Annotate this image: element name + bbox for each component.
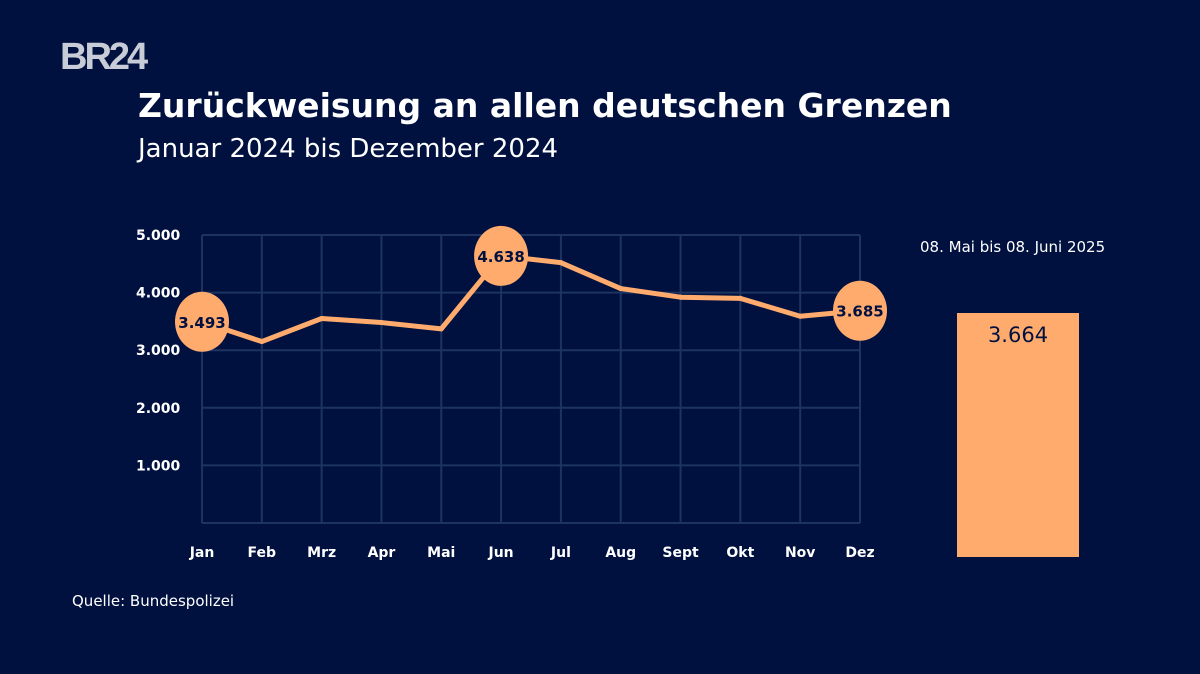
data-label-bubble (833, 280, 887, 341)
data-label: 3.685 (836, 303, 883, 321)
data-label-bubble (474, 225, 529, 286)
x-tick-label: Apr (368, 545, 396, 561)
chart-subtitle: Januar 2024 bis Dezember 2024 (138, 134, 559, 164)
y-tick-label: 3.000 (136, 343, 181, 359)
data-point (558, 260, 564, 266)
br24-logo: BR24 (60, 36, 148, 78)
data-point (319, 316, 325, 322)
comparison-bar-label: 08. Mai bis 08. Juni 2025 (920, 238, 1106, 256)
y-tick-label: 1.000 (136, 458, 181, 474)
source-note: Quelle: Bundespolizei (72, 592, 235, 610)
chart-title: Zurückweisung an allen deutschen Grenzen (138, 86, 952, 125)
y-tick-label: 2.000 (136, 401, 181, 417)
data-point (438, 326, 444, 332)
x-tick-label: Dez (845, 545, 874, 561)
x-tick-label: Nov (785, 545, 815, 561)
data-point (737, 295, 743, 301)
data-label-bubble (175, 291, 229, 352)
y-tick-label: 5.000 (136, 228, 181, 244)
x-tick-label: Mai (427, 545, 455, 561)
x-tick-label: Aug (605, 545, 636, 561)
comparison-bar-value: 3.664 (987, 323, 1049, 347)
data-point (378, 320, 384, 326)
data-point (797, 313, 803, 319)
data-point (678, 294, 684, 300)
x-tick-label: Feb (248, 545, 277, 561)
x-tick-label: Sept (662, 545, 699, 561)
data-point (618, 286, 624, 292)
x-tick-label: Mrz (307, 545, 336, 561)
series-line (201, 253, 861, 345)
x-tick-label: Jun (488, 545, 514, 561)
x-tick-label: Jan (189, 545, 215, 561)
data-label: 3.493 (178, 314, 225, 332)
data-point (259, 339, 265, 345)
y-tick-label: 4.000 (136, 286, 181, 302)
comparison-bar (957, 313, 1079, 557)
x-tick-label: Jul (550, 545, 571, 561)
x-tick-label: Okt (726, 545, 754, 561)
data-label: 4.638 (477, 248, 524, 266)
